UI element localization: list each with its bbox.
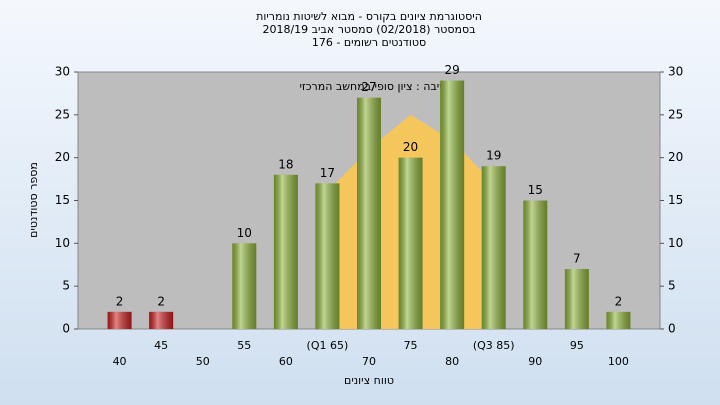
x-tick-label: 70 [362, 355, 376, 368]
x-tick-label: 80 [445, 355, 459, 368]
y-tick-label: 25 [55, 107, 70, 121]
value-label: 17 [320, 166, 335, 180]
y2-tick-label: 5 [668, 279, 676, 293]
x-tick-label: 95 [570, 339, 584, 352]
y-tick-label: 30 [55, 65, 70, 79]
x-tick-label: (Q3 85) [473, 339, 515, 352]
y-tick-label: 20 [55, 150, 70, 164]
bar-shine [273, 174, 298, 329]
bar-shine [315, 183, 340, 329]
y-tick-label: 10 [55, 236, 70, 250]
x-tick-label: 55 [237, 339, 251, 352]
y2-tick-label: 10 [668, 236, 683, 250]
y2-tick-label: 20 [668, 150, 683, 164]
x-tick-label: 50 [196, 355, 210, 368]
chart-title: היסטוגרמת ציונים בקורס - מבוא לשיטות נומ… [256, 10, 482, 23]
annotation: בחשיבה : ציון סופי במחשב המרכזי [299, 80, 460, 93]
y-tick-label: 5 [62, 279, 70, 293]
x-tick-label: (Q1 65) [307, 339, 349, 352]
value-label: 7 [573, 252, 581, 266]
value-label: 10 [237, 226, 252, 240]
bar-shine [440, 80, 465, 329]
value-label: 18 [278, 157, 293, 171]
y2-tick-label: 15 [668, 193, 683, 207]
y-tick-label: 15 [55, 193, 70, 207]
bar-shine [481, 166, 506, 329]
value-label: 2 [615, 294, 623, 308]
y2-tick-label: 30 [668, 65, 683, 79]
bar-shine [357, 97, 381, 329]
y2-tick-label: 25 [668, 107, 683, 121]
bar-shine [398, 157, 423, 329]
y-tick-label: 0 [62, 322, 70, 336]
value-label: 2 [157, 294, 165, 308]
value-label: 2 [116, 294, 124, 308]
bar-shine [606, 311, 631, 329]
bar-shine [232, 243, 257, 329]
x-axis-label: טווח ציונים [344, 374, 394, 387]
value-label: 20 [403, 140, 418, 154]
bar-shine [564, 269, 589, 329]
chart-title: סטודנטים רשומים - 176 [312, 36, 426, 49]
bar-shine [523, 200, 548, 329]
value-label: 27 [361, 80, 376, 94]
y2-tick-label: 0 [668, 322, 676, 336]
y-axis-label: מספר סטודנטים [27, 162, 40, 238]
x-tick-label: 60 [279, 355, 293, 368]
x-tick-label: 40 [113, 355, 127, 368]
value-label: 29 [445, 63, 460, 77]
chart-title: בסמסטר (02/2018) סמסטר אביב 2018/19 [262, 23, 475, 36]
x-tick-label: 75 [404, 339, 418, 352]
value-label: 19 [486, 149, 501, 163]
x-tick-label: 45 [154, 339, 168, 352]
x-tick-label: 90 [528, 355, 542, 368]
x-tick-label: 100 [608, 355, 629, 368]
bar-shine [149, 311, 174, 329]
bar-shine [107, 311, 132, 329]
value-label: 15 [528, 183, 543, 197]
